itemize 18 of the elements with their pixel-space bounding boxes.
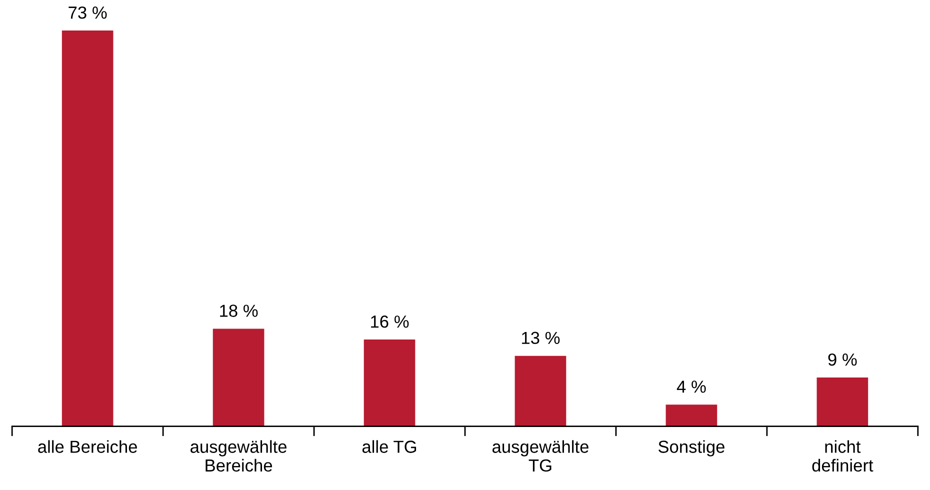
bar (816, 378, 868, 426)
data-label: 4 % (676, 380, 706, 393)
data-label: 73 % (68, 6, 107, 19)
x-tick-label: alle Bereiche (38, 440, 137, 453)
x-tick-label: alle TG (362, 440, 416, 453)
bar (212, 328, 264, 426)
data-label: 9 % (828, 353, 857, 366)
x-tick-label: Sonstige (658, 440, 724, 456)
data-label: 18 % (220, 304, 258, 317)
bar (514, 356, 566, 426)
bar (666, 404, 718, 426)
x-tick-label: nicht definiert (812, 440, 874, 472)
data-label: 16 % (371, 315, 409, 328)
x-tick-label: ausgewählte TG (492, 440, 588, 472)
bar (364, 340, 416, 426)
data-label: 13 % (522, 332, 560, 344)
x-tick-label: ausgewählte Bereiche (190, 440, 287, 472)
bar (62, 30, 114, 426)
